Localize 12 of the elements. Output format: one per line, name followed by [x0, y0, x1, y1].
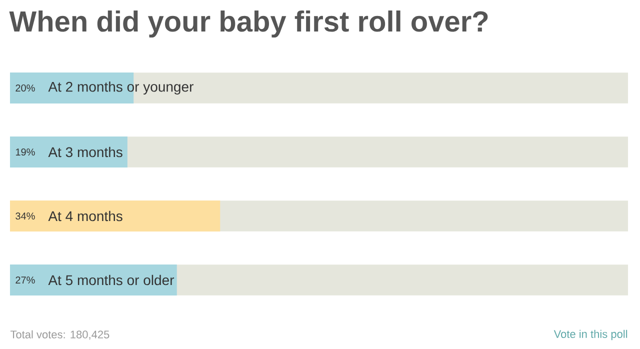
data-label: 19%	[16, 148, 35, 156]
chart-title: When did your baby first roll over?	[9, 10, 488, 38]
y-tick-label: At 2 months or younger	[48, 81, 194, 95]
text: Total votes: 180,425	[10, 330, 110, 340]
y-tick-label: At 3 months	[48, 146, 122, 158]
y-tick-label: At 5 months or older	[48, 274, 174, 286]
data-label: 34%	[16, 212, 35, 220]
data-label: 20%	[16, 84, 35, 92]
y-tick-label: At 4 months	[48, 210, 122, 222]
text: Vote in this poll	[554, 330, 628, 340]
data-label: 27%	[16, 276, 35, 284]
bar	[10, 136, 128, 168]
